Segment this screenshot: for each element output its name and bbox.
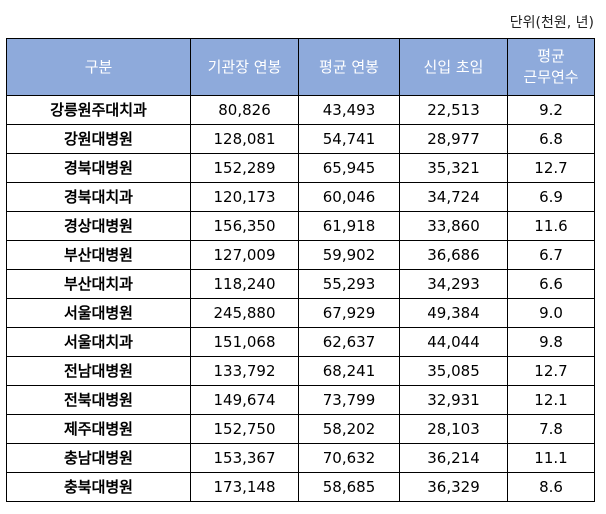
cell-head-salary: 152,289 xyxy=(190,153,299,183)
cell-name: 강릉원주대치과 xyxy=(6,95,191,125)
cell-avg-years: 6.9 xyxy=(507,182,595,212)
table-row: 전북대병원 149,674 73,799 32,931 12.1 xyxy=(6,385,595,415)
cell-avg-years: 7.8 xyxy=(507,414,595,444)
table-row: 제주대병원 152,750 58,202 28,103 7.8 xyxy=(6,414,595,444)
header-avg-salary: 평균 연봉 xyxy=(298,38,400,96)
cell-avg-years: 11.6 xyxy=(507,211,595,241)
cell-name: 서울대병원 xyxy=(6,298,191,328)
header-row: 구분 기관장 연봉 평균 연봉 신입 초임 평균 근무연수 xyxy=(6,38,595,96)
cell-avg-years: 11.1 xyxy=(507,443,595,473)
table-row: 충남대병원 153,367 70,632 36,214 11.1 xyxy=(6,443,595,473)
cell-entry-salary: 28,103 xyxy=(399,414,508,444)
cell-avg-years: 12.7 xyxy=(507,356,595,386)
cell-name: 충남대병원 xyxy=(6,443,191,473)
cell-head-salary: 173,148 xyxy=(190,472,299,502)
cell-avg-salary: 59,902 xyxy=(298,240,400,270)
cell-avg-salary: 62,637 xyxy=(298,327,400,357)
table-row: 강원대병원 128,081 54,741 28,977 6.8 xyxy=(6,124,595,154)
cell-avg-salary: 55,293 xyxy=(298,269,400,299)
cell-avg-salary: 73,799 xyxy=(298,385,400,415)
cell-head-salary: 80,826 xyxy=(190,95,299,125)
cell-name: 경상대병원 xyxy=(6,211,191,241)
cell-avg-years: 6.6 xyxy=(507,269,595,299)
table-header: 구분 기관장 연봉 평균 연봉 신입 초임 평균 근무연수 xyxy=(6,38,595,96)
cell-name: 전북대병원 xyxy=(6,385,191,415)
cell-head-salary: 127,009 xyxy=(190,240,299,270)
cell-name: 경북대병원 xyxy=(6,153,191,183)
cell-entry-salary: 44,044 xyxy=(399,327,508,357)
cell-avg-years: 9.8 xyxy=(507,327,595,357)
cell-head-salary: 149,674 xyxy=(190,385,299,415)
cell-entry-salary: 22,513 xyxy=(399,95,508,125)
table-row: 충북대병원 173,148 58,685 36,329 8.6 xyxy=(6,472,595,502)
cell-name: 부산대치과 xyxy=(6,269,191,299)
cell-avg-salary: 60,046 xyxy=(298,182,400,212)
cell-name: 전남대병원 xyxy=(6,356,191,386)
header-avg-years: 평균 근무연수 xyxy=(507,38,595,96)
cell-avg-salary: 61,918 xyxy=(298,211,400,241)
cell-head-salary: 151,068 xyxy=(190,327,299,357)
cell-avg-salary: 68,241 xyxy=(298,356,400,386)
cell-name: 제주대병원 xyxy=(6,414,191,444)
cell-head-salary: 153,367 xyxy=(190,443,299,473)
cell-name: 경북대치과 xyxy=(6,182,191,212)
table-row: 경상대병원 156,350 61,918 33,860 11.6 xyxy=(6,211,595,241)
unit-label: 단위(천원, 년) xyxy=(509,15,594,31)
cell-entry-salary: 36,686 xyxy=(399,240,508,270)
cell-head-salary: 245,880 xyxy=(190,298,299,328)
cell-head-salary: 128,081 xyxy=(190,124,299,154)
cell-head-salary: 118,240 xyxy=(190,269,299,299)
cell-name: 부산대병원 xyxy=(6,240,191,270)
cell-avg-salary: 67,929 xyxy=(298,298,400,328)
cell-name: 강원대병원 xyxy=(6,124,191,154)
table-row: 전남대병원 133,792 68,241 35,085 12.7 xyxy=(6,356,595,386)
cell-head-salary: 156,350 xyxy=(190,211,299,241)
table-row: 경북대병원 152,289 65,945 35,321 12.7 xyxy=(6,153,595,183)
header-avg-years-line1: 평균 xyxy=(537,47,565,65)
cell-avg-salary: 70,632 xyxy=(298,443,400,473)
cell-avg-years: 6.8 xyxy=(507,124,595,154)
cell-entry-salary: 34,293 xyxy=(399,269,508,299)
cell-name: 충북대병원 xyxy=(6,472,191,502)
table-body: 강릉원주대치과 80,826 43,493 22,513 9.2 강원대병원 128,081… xyxy=(6,95,595,502)
table-row: 강릉원주대치과 80,826 43,493 22,513 9.2 xyxy=(6,95,595,125)
cell-avg-salary: 54,741 xyxy=(298,124,400,154)
cell-avg-years: 6.7 xyxy=(507,240,595,270)
cell-avg-salary: 43,493 xyxy=(298,95,400,125)
table-row: 경북대치과 120,173 60,046 34,724 6.9 xyxy=(6,182,595,212)
cell-avg-salary: 58,202 xyxy=(298,414,400,444)
cell-head-salary: 133,792 xyxy=(190,356,299,386)
table-row: 서울대병원 245,880 67,929 49,384 9.0 xyxy=(6,298,595,328)
table-row: 부산대치과 118,240 55,293 34,293 6.6 xyxy=(6,269,595,299)
cell-avg-salary: 58,685 xyxy=(298,472,400,502)
cell-entry-salary: 28,977 xyxy=(399,124,508,154)
cell-avg-years: 9.2 xyxy=(507,95,595,125)
cell-head-salary: 152,750 xyxy=(190,414,299,444)
header-head-salary: 기관장 연봉 xyxy=(190,38,299,96)
cell-entry-salary: 36,329 xyxy=(399,472,508,502)
cell-avg-years: 12.7 xyxy=(507,153,595,183)
cell-entry-salary: 36,214 xyxy=(399,443,508,473)
cell-entry-salary: 32,931 xyxy=(399,385,508,415)
cell-entry-salary: 49,384 xyxy=(399,298,508,328)
cell-avg-years: 9.0 xyxy=(507,298,595,328)
table-row: 부산대병원 127,009 59,902 36,686 6.7 xyxy=(6,240,595,270)
cell-head-salary: 120,173 xyxy=(190,182,299,212)
cell-entry-salary: 35,085 xyxy=(399,356,508,386)
table-row: 서울대치과 151,068 62,637 44,044 9.8 xyxy=(6,327,595,357)
salary-table: 구분 기관장 연봉 평균 연봉 신입 초임 평균 근무연수 강릉원주대치과 80,… xyxy=(6,38,595,502)
cell-avg-years: 12.1 xyxy=(507,385,595,415)
cell-entry-salary: 35,321 xyxy=(399,153,508,183)
cell-entry-salary: 34,724 xyxy=(399,182,508,212)
cell-entry-salary: 33,860 xyxy=(399,211,508,241)
cell-avg-salary: 65,945 xyxy=(298,153,400,183)
header-avg-years-line2: 근무연수 xyxy=(523,68,579,86)
cell-avg-years: 8.6 xyxy=(507,472,595,502)
header-entry-salary: 신입 초임 xyxy=(399,38,508,96)
cell-name: 서울대치과 xyxy=(6,327,191,357)
header-category: 구분 xyxy=(6,38,191,96)
